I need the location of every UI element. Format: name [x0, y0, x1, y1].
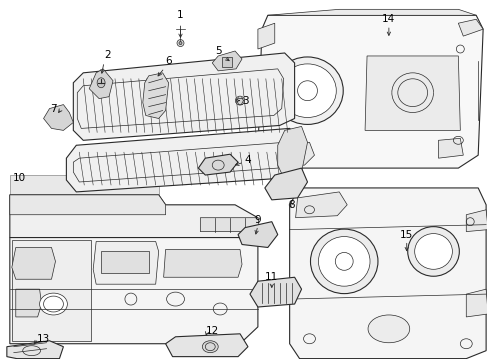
Polygon shape [12, 247, 55, 279]
Polygon shape [267, 9, 475, 15]
Polygon shape [10, 175, 158, 279]
FancyBboxPatch shape [222, 57, 232, 67]
Polygon shape [264, 168, 307, 200]
Text: 1: 1 [177, 10, 183, 20]
Polygon shape [163, 249, 242, 277]
Text: 11: 11 [264, 272, 278, 282]
Text: 7: 7 [50, 104, 57, 113]
Polygon shape [10, 195, 257, 238]
Text: 15: 15 [399, 230, 412, 239]
Polygon shape [89, 69, 113, 99]
Polygon shape [457, 19, 482, 36]
Polygon shape [289, 188, 485, 359]
Ellipse shape [202, 341, 218, 353]
Polygon shape [466, 210, 487, 231]
Ellipse shape [367, 315, 409, 343]
Text: 6: 6 [165, 56, 172, 66]
Text: 9: 9 [254, 215, 261, 225]
Polygon shape [10, 238, 257, 344]
Text: 13: 13 [37, 334, 50, 344]
Ellipse shape [278, 64, 336, 117]
Ellipse shape [177, 40, 183, 46]
Ellipse shape [97, 78, 105, 88]
Text: 14: 14 [382, 14, 395, 24]
Ellipse shape [318, 237, 369, 286]
Polygon shape [7, 341, 63, 359]
Polygon shape [73, 53, 294, 140]
Polygon shape [438, 138, 462, 158]
FancyBboxPatch shape [101, 251, 148, 273]
Polygon shape [257, 15, 482, 168]
Text: 3: 3 [241, 96, 248, 105]
Polygon shape [66, 129, 301, 192]
Text: 5: 5 [214, 46, 221, 56]
Polygon shape [10, 195, 165, 215]
Polygon shape [212, 51, 242, 71]
Polygon shape [12, 239, 91, 341]
Ellipse shape [235, 96, 244, 105]
Text: 2: 2 [103, 50, 110, 60]
Polygon shape [295, 192, 346, 218]
Polygon shape [249, 277, 301, 307]
Polygon shape [277, 126, 307, 180]
Polygon shape [142, 73, 168, 118]
Polygon shape [277, 142, 314, 165]
Polygon shape [43, 105, 73, 130]
Ellipse shape [414, 234, 451, 269]
Polygon shape [16, 289, 41, 317]
Polygon shape [200, 218, 259, 231]
Ellipse shape [271, 57, 343, 125]
Polygon shape [365, 56, 459, 130]
Text: 4: 4 [244, 155, 251, 165]
Ellipse shape [40, 293, 67, 315]
Polygon shape [93, 242, 158, 284]
Ellipse shape [179, 41, 182, 45]
Polygon shape [165, 334, 247, 357]
Polygon shape [198, 154, 238, 175]
Ellipse shape [310, 229, 377, 294]
Polygon shape [238, 222, 277, 247]
Ellipse shape [407, 227, 458, 276]
Polygon shape [466, 289, 487, 317]
Polygon shape [257, 23, 274, 49]
Text: 8: 8 [288, 200, 294, 210]
Text: 12: 12 [205, 326, 219, 336]
Text: 10: 10 [13, 173, 26, 183]
